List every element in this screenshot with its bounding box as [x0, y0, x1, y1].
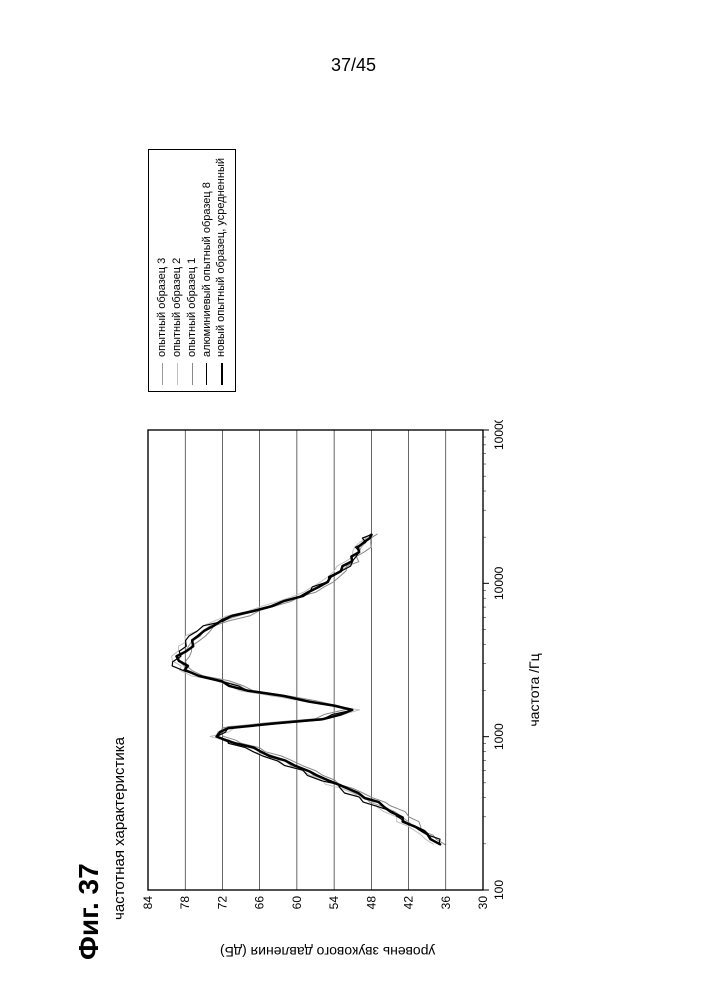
- x-axis-label: частота /Гц: [526, 653, 542, 726]
- chart-area: уровень звукового давления (дБ) 30 36 42 48…: [138, 140, 542, 960]
- svg-text:60: 60: [290, 896, 304, 910]
- legend-item: алюминиевый опытный образец 8: [200, 158, 215, 385]
- legend: опытный образец 3опытный образец 2опытны…: [148, 149, 236, 392]
- svg-text:36: 36: [439, 896, 453, 910]
- svg-text:10000: 10000: [492, 566, 506, 600]
- svg-text:100000: 100000: [492, 420, 506, 450]
- svg-text:42: 42: [402, 896, 416, 910]
- legend-swatch: [177, 363, 178, 385]
- legend-swatch: [221, 363, 223, 385]
- frequency-response-plot: 30 36 42 48 54 60 66 72 78 84 100 1000 10000 100000: [138, 420, 518, 940]
- svg-text:1000: 1000: [492, 723, 506, 750]
- legend-label: алюминиевый опытный образец 8: [200, 182, 215, 357]
- legend-label: опытный образец 1: [185, 258, 200, 357]
- legend-label: опытный образец 2: [170, 258, 185, 357]
- chart-column: уровень звукового давления (дБ) 30 36 42 48…: [138, 420, 542, 960]
- legend-item: опытный образец 2: [170, 158, 185, 385]
- legend-swatch: [162, 363, 163, 385]
- svg-text:54: 54: [327, 896, 341, 910]
- svg-text:84: 84: [141, 896, 155, 910]
- svg-text:100: 100: [492, 880, 506, 900]
- figure-label: Фиг. 37: [73, 140, 105, 960]
- svg-text:48: 48: [364, 896, 378, 910]
- legend-label: новый опытный образец, усредненный: [214, 158, 229, 357]
- legend-label: опытный образец 3: [155, 258, 170, 357]
- plot-row: уровень звукового давления (дБ) 30 36 42 48…: [138, 420, 518, 960]
- svg-text:30: 30: [476, 896, 490, 910]
- legend-swatch: [192, 363, 193, 385]
- legend-item: опытный образец 1: [185, 158, 200, 385]
- legend-swatch: [206, 363, 207, 385]
- y-axis-label: уровень звукового давления (дБ): [220, 944, 435, 960]
- page-number: 37/45: [0, 55, 707, 76]
- legend-item: опытный образец 3: [155, 158, 170, 385]
- figure-container: Фиг. 37 частотная характеристика уровень…: [73, 140, 633, 960]
- svg-text:78: 78: [178, 896, 192, 910]
- svg-text:66: 66: [253, 896, 267, 910]
- figure-subtitle: частотная характеристика: [111, 140, 128, 960]
- svg-text:72: 72: [215, 896, 229, 910]
- legend-item: новый опытный образец, усредненный: [214, 158, 229, 385]
